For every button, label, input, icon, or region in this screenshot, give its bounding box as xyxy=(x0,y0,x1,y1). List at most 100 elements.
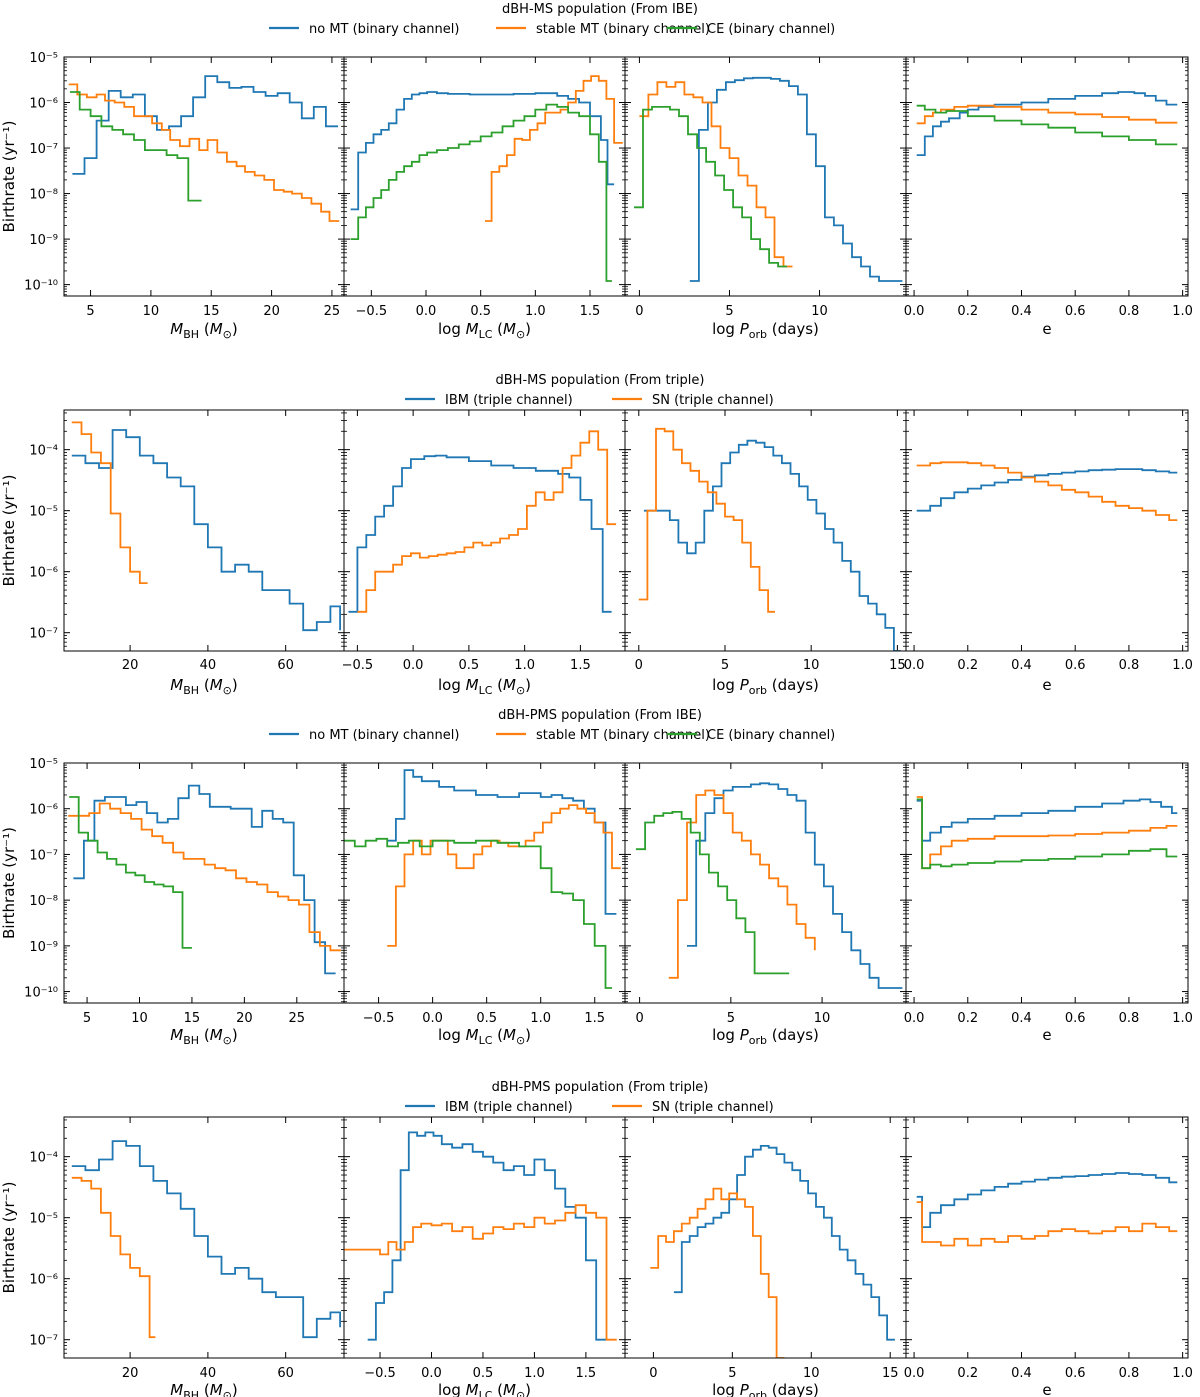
x-tick-label: 0 xyxy=(635,304,643,319)
series-no-line xyxy=(73,784,336,975)
panel-2: −0.5 0.0 0.5 1.0 1.5 log MLC (M⊙) xyxy=(343,762,626,1047)
series-sn-line xyxy=(638,427,775,613)
x-tick-label: −0.5 xyxy=(364,1366,396,1381)
x-tick-label: 10 xyxy=(811,304,828,319)
series-ibm-line xyxy=(367,1131,607,1341)
x-tick-label: 1.0 xyxy=(1172,658,1193,673)
x-tick-label: 0.0 xyxy=(904,304,925,319)
series-ibm-line xyxy=(644,439,901,651)
y-axis-label: Birthrate (yr⁻¹) xyxy=(0,475,18,587)
chart-row-1: dBH-MS population (From IBE) no MT (binar… xyxy=(0,2,1193,341)
x-tick-label: 0.8 xyxy=(1119,1366,1140,1381)
x-tick-label: 20 xyxy=(263,304,280,319)
x-tick-label: 25 xyxy=(289,1011,306,1026)
x-tick-label: 0.6 xyxy=(1065,1011,1086,1026)
x-tick-label: 1.0 xyxy=(530,1011,551,1026)
x-tick-label: −0.5 xyxy=(356,304,388,319)
y-tick-label: 10⁻⁹ xyxy=(29,233,58,248)
x-tick-label: 15 xyxy=(203,304,220,319)
x-tick-label: 1.5 xyxy=(580,304,601,319)
series-ce-line xyxy=(350,103,612,282)
x-tick-label: 0.4 xyxy=(1011,1366,1032,1381)
panel-frame xyxy=(63,1116,345,1359)
y-tick-label: 10⁻⁷ xyxy=(29,1334,58,1349)
panel-frame xyxy=(343,762,626,1004)
panel-4: 0.0 0.2 0.4 0.6 0.8 1.0 e xyxy=(904,56,1193,338)
x-tick-label: 0 xyxy=(635,1011,643,1026)
legend-entry: no MT (binary channel) xyxy=(309,22,459,37)
x-tick-label: 15 xyxy=(882,1366,899,1381)
legend-entry: SN (triple channel) xyxy=(652,393,774,408)
series-stable-line xyxy=(68,802,341,952)
panel-frame xyxy=(624,1116,907,1359)
x-tick-label: −0.5 xyxy=(363,1011,395,1026)
series-ibm-line xyxy=(916,468,1178,512)
x-tick-label: 1.0 xyxy=(1172,1366,1193,1381)
x-tick-label: 0.5 xyxy=(459,658,480,673)
x-tick-label: 10 xyxy=(131,1011,148,1026)
x-tick-label: 0.6 xyxy=(1065,1366,1086,1381)
series-sn-line xyxy=(916,1201,1178,1247)
series-stable-line xyxy=(916,796,1178,870)
series-no-line xyxy=(350,91,615,211)
chart-title: dBH-PMS population (From triple) xyxy=(492,1080,709,1095)
x-axis-label: log Porb (days) xyxy=(712,1026,819,1047)
x-tick-label: 10 xyxy=(803,658,820,673)
series-sn-line xyxy=(916,461,1178,521)
x-tick-label: 1.0 xyxy=(524,1366,545,1381)
series-ibm-line xyxy=(916,1172,1178,1228)
series-no-line xyxy=(916,91,1178,156)
x-tick-label: 20 xyxy=(122,658,139,673)
series-sn-line xyxy=(344,1204,617,1341)
x-tick-label: 1.5 xyxy=(576,1366,597,1381)
x-tick-label: 5 xyxy=(721,658,729,673)
series-sn-line xyxy=(650,1187,785,1358)
x-tick-label: 1.5 xyxy=(570,658,591,673)
series-ibm-line xyxy=(673,1145,895,1341)
x-tick-label: 0.5 xyxy=(473,1366,494,1381)
x-tick-label: 20 xyxy=(122,1366,139,1381)
x-tick-label: 0.4 xyxy=(1011,304,1032,319)
y-tick-label: 10⁻⁷ xyxy=(29,848,58,863)
panel-frame xyxy=(63,762,345,1004)
x-tick-label: 1.0 xyxy=(1172,304,1193,319)
x-axis-label: e xyxy=(1042,676,1051,694)
series-ce-line xyxy=(916,104,1178,146)
panel-frame xyxy=(343,56,626,297)
chart-title: dBH-MS population (From triple) xyxy=(496,373,705,388)
x-tick-label: 5 xyxy=(727,1011,735,1026)
series-sn-line xyxy=(71,421,148,584)
legend-entry: CE (binary channel) xyxy=(707,22,835,37)
series-no-line xyxy=(689,76,903,282)
panel-frame xyxy=(624,56,907,297)
series-ibm-line xyxy=(348,454,612,613)
x-tick-label: 5 xyxy=(728,1366,736,1381)
x-tick-label: 0.6 xyxy=(1065,658,1086,673)
panel-4: 0.0 0.2 0.4 0.6 0.8 1.0 e xyxy=(904,762,1193,1044)
x-tick-label: 0.4 xyxy=(1011,1011,1032,1026)
x-tick-label: 0.0 xyxy=(904,658,925,673)
x-axis-label: MBH (M⊙) xyxy=(170,1381,237,1397)
y-tick-label: 10⁻⁵ xyxy=(29,1212,58,1227)
x-tick-label: 5 xyxy=(725,304,733,319)
x-axis-label: log Porb (days) xyxy=(712,676,819,697)
chart-title: dBH-MS population (From IBE) xyxy=(502,2,698,17)
series-stable-line xyxy=(485,75,623,222)
x-tick-label: 5 xyxy=(83,1011,91,1026)
x-tick-label: 60 xyxy=(277,658,294,673)
y-tick-label: 10⁻⁵ xyxy=(29,51,58,66)
panel-3: 0 5 10 15 log Porb (days) xyxy=(624,409,907,697)
series-stable-line xyxy=(668,789,816,979)
panel-frame xyxy=(905,409,1189,652)
x-tick-label: 0.0 xyxy=(416,304,437,319)
x-tick-label: 0.8 xyxy=(1119,658,1140,673)
panel-frame xyxy=(624,762,907,1004)
x-tick-label: 20 xyxy=(236,1011,253,1026)
y-tick-label: 10⁻⁴ xyxy=(29,444,58,459)
x-tick-label: 1.0 xyxy=(525,304,546,319)
x-tick-label: 0.8 xyxy=(1119,1011,1140,1026)
x-tick-label: 5 xyxy=(86,304,94,319)
chart-row-2: dBH-MS population (From triple) IBM (trip… xyxy=(0,373,1193,697)
x-axis-label: e xyxy=(1042,1381,1051,1397)
